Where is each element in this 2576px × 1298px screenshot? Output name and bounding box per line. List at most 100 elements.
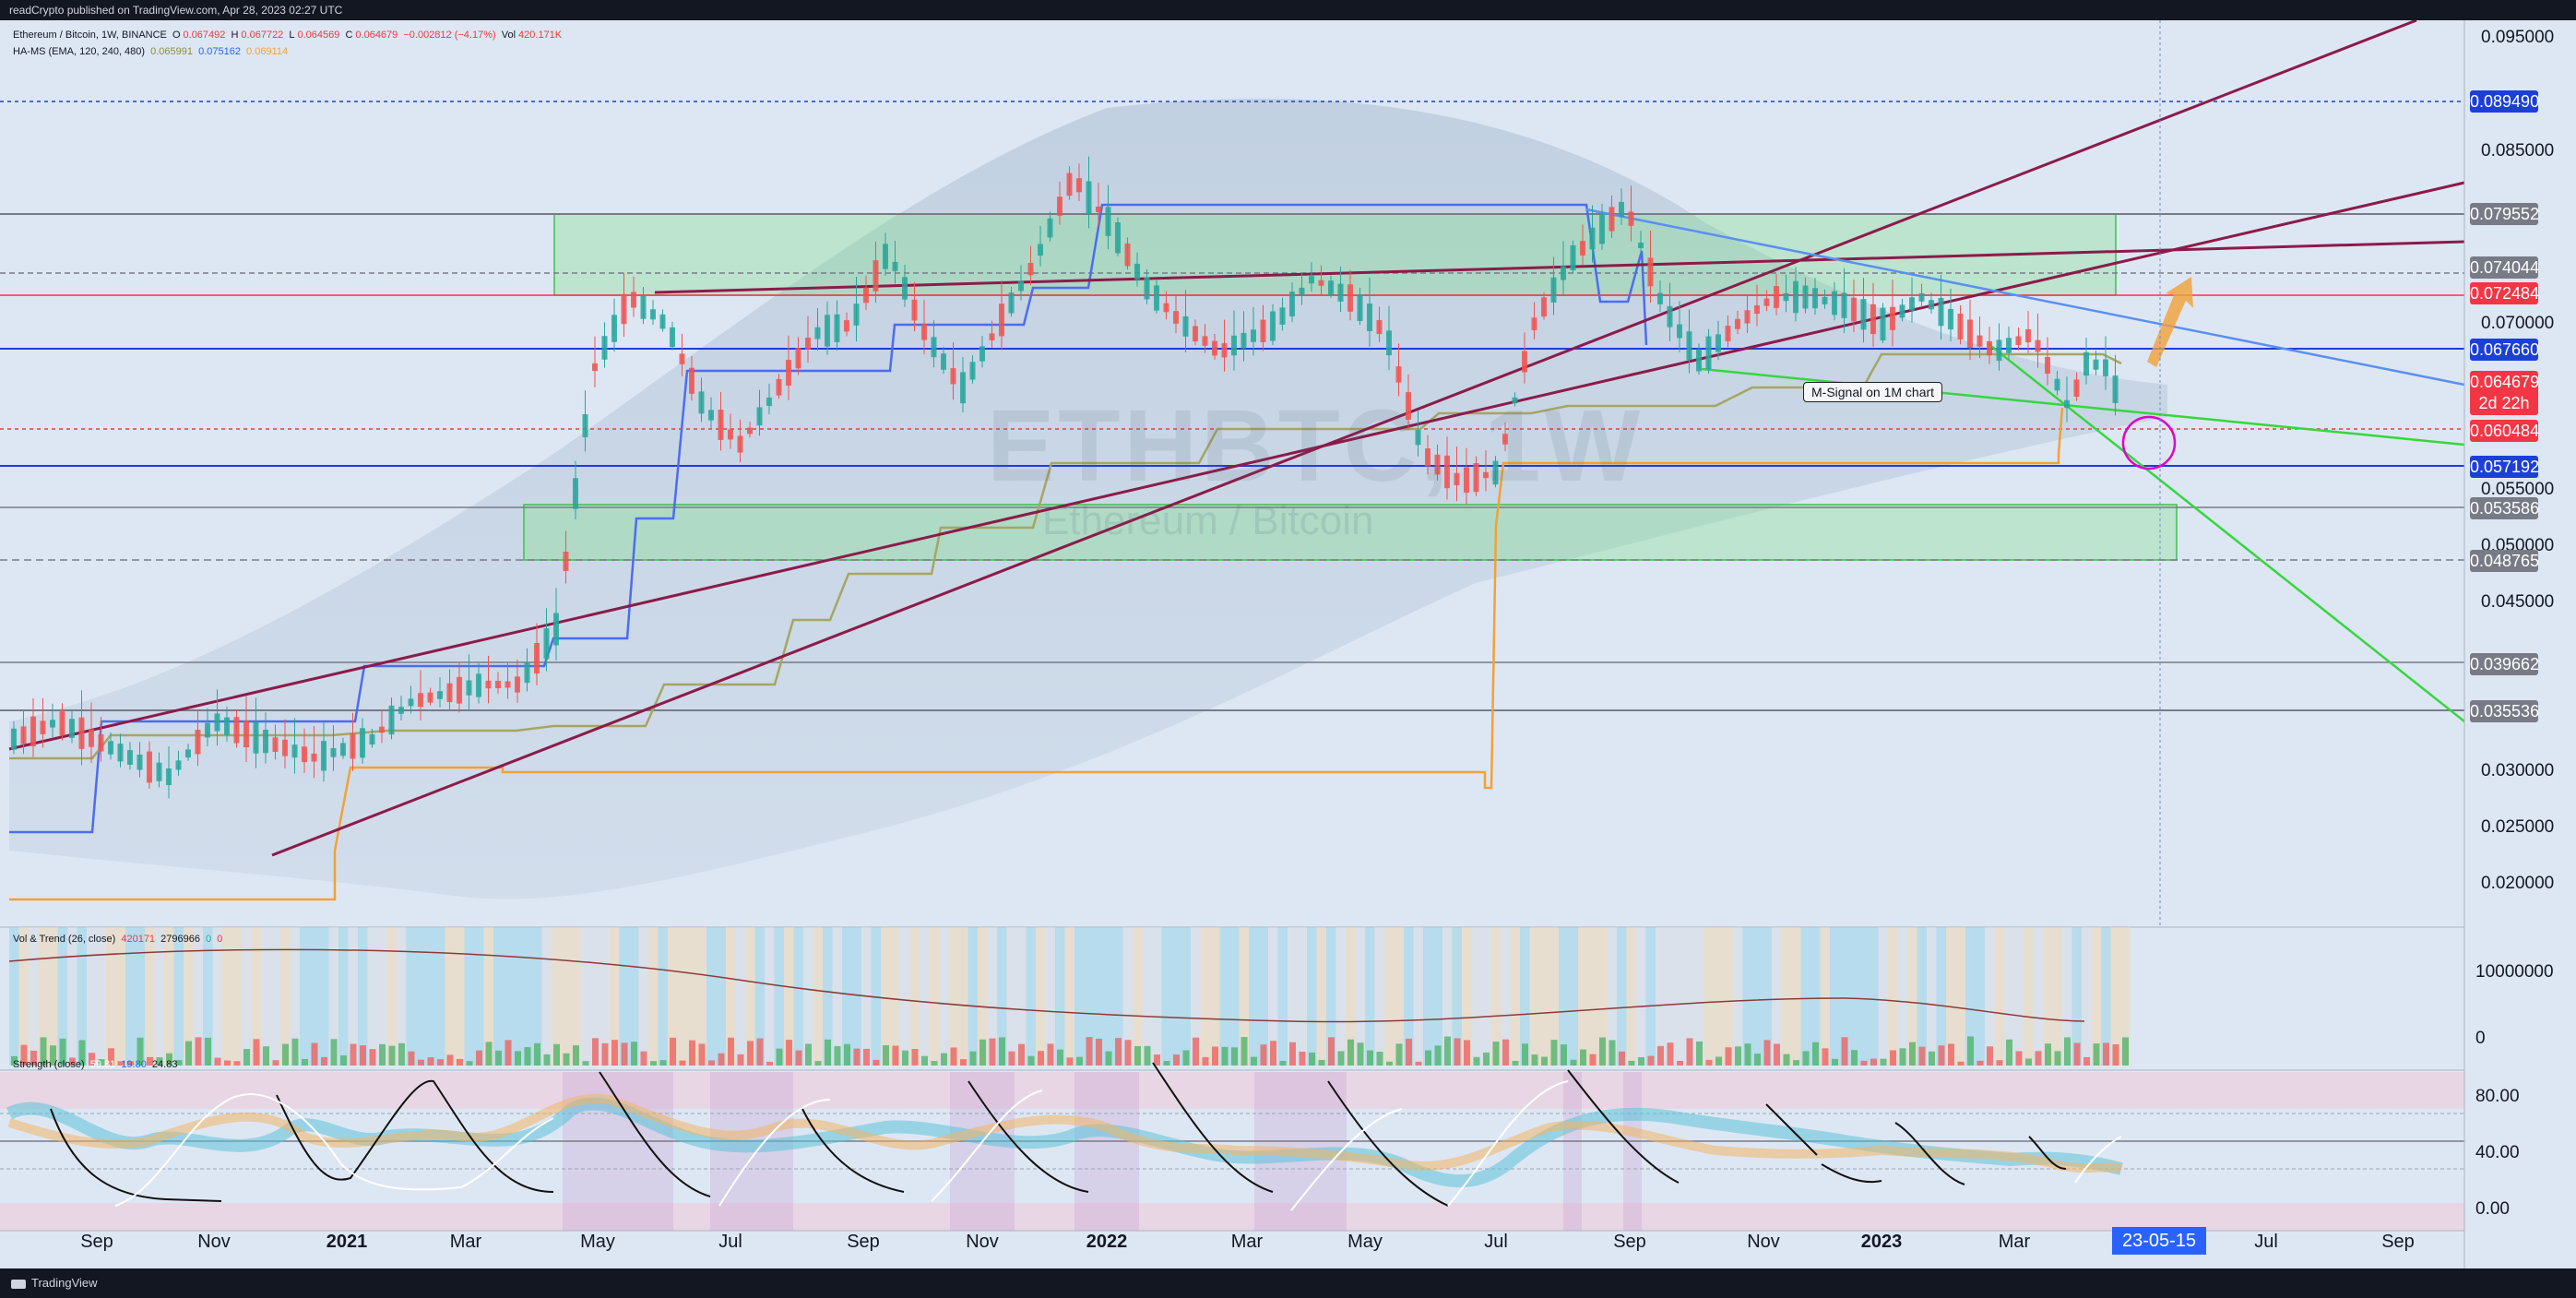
trend-band bbox=[513, 927, 523, 1066]
volume-bar bbox=[1531, 1054, 1538, 1066]
volume-bar bbox=[350, 1043, 357, 1066]
volume-bar bbox=[1047, 1043, 1054, 1066]
candle-body bbox=[253, 721, 259, 754]
m-signal-annotation[interactable]: M-Signal on 1M chart bbox=[1803, 382, 1943, 402]
trend-band bbox=[745, 927, 755, 1066]
volume-bar bbox=[1299, 1052, 1306, 1066]
price-box-level[interactable]: 0.035536 bbox=[2470, 700, 2540, 722]
trend-band bbox=[2024, 927, 2034, 1066]
candle-body bbox=[485, 680, 492, 689]
voltrend-legend[interactable]: Vol & Trend (26, close) 420171 2796966 0… bbox=[13, 934, 225, 945]
volume-bar bbox=[1948, 1043, 1954, 1066]
candle-body bbox=[1076, 178, 1082, 193]
candle-body bbox=[1038, 244, 1043, 256]
trend-band bbox=[1442, 927, 1453, 1066]
price-box-level[interactable]: 0.048765 bbox=[2470, 550, 2540, 572]
candle-body bbox=[1677, 324, 1682, 339]
low-label: L bbox=[289, 30, 295, 41]
candle-body bbox=[1144, 277, 1150, 300]
volume-bar bbox=[989, 1038, 996, 1066]
candle-body bbox=[59, 711, 65, 736]
last-price-box[interactable]: 0.064679 2d 22h bbox=[2470, 371, 2539, 415]
trend-band bbox=[1733, 927, 1743, 1066]
price-box-level[interactable]: 0.053586 bbox=[2470, 497, 2540, 519]
trend-band bbox=[154, 927, 164, 1066]
trend-band bbox=[1839, 927, 1849, 1066]
candle-body bbox=[1473, 463, 1479, 493]
brand-label[interactable]: TradingView bbox=[31, 1276, 98, 1290]
volume-bar bbox=[534, 1042, 540, 1066]
candle-body bbox=[195, 729, 201, 755]
candle-body bbox=[999, 304, 1004, 337]
volume-bar bbox=[78, 1040, 86, 1066]
trend-band bbox=[2101, 927, 2111, 1066]
strength-legend[interactable]: Strength (close) 59.81 19.80 24.83 bbox=[13, 1059, 180, 1070]
volume-bar bbox=[2083, 1056, 2090, 1066]
volume-bar bbox=[950, 1047, 957, 1066]
candle-body bbox=[446, 683, 453, 703]
trend-band bbox=[445, 927, 455, 1066]
candle-body bbox=[969, 362, 976, 380]
trend-band bbox=[1016, 927, 1027, 1066]
price-box-level[interactable]: 0.057192 bbox=[2470, 456, 2540, 478]
candle-body bbox=[582, 413, 588, 438]
trend-band bbox=[2082, 927, 2092, 1066]
volume-bar bbox=[1357, 1042, 1364, 1066]
candle-body bbox=[2035, 339, 2041, 352]
trend-band bbox=[658, 927, 668, 1066]
price-box-level[interactable]: 0.089490 bbox=[2470, 90, 2540, 113]
volume-bar bbox=[1561, 1044, 1567, 1066]
price-box-level[interactable]: 0.067660 bbox=[2470, 339, 2540, 361]
price-box-level[interactable]: 0.074044 bbox=[2470, 256, 2540, 279]
candle-body bbox=[921, 323, 927, 340]
volume-bar bbox=[650, 1061, 657, 1066]
hams-label: HA-MS (EMA, 120, 240, 480) bbox=[13, 46, 146, 57]
volume-bar bbox=[11, 1055, 18, 1066]
volume-bar bbox=[195, 1037, 202, 1066]
volume-bar bbox=[1589, 1054, 1597, 1066]
candle-body bbox=[379, 726, 385, 733]
trend-band bbox=[1858, 927, 1869, 1066]
trend-band bbox=[823, 927, 833, 1066]
candle-body bbox=[369, 733, 375, 745]
trend-band bbox=[1703, 927, 1714, 1066]
hams-legend[interactable]: HA-MS (EMA, 120, 240, 480) 0.065991 0.07… bbox=[13, 46, 291, 57]
volume-bar bbox=[2122, 1037, 2129, 1066]
strength-tick: 40.00 bbox=[2475, 1143, 2520, 1162]
trend-band bbox=[1752, 927, 1763, 1066]
price-box-level[interactable]: 0.079552 bbox=[2470, 203, 2540, 225]
candle-body bbox=[11, 728, 17, 750]
volume-bar bbox=[1038, 1051, 1044, 1066]
volume-bar bbox=[698, 1043, 706, 1066]
trend-band bbox=[2013, 927, 2024, 1066]
volume-bar bbox=[573, 1045, 579, 1066]
volume-bar bbox=[30, 1050, 37, 1066]
trend-band bbox=[920, 927, 930, 1066]
price-box-level[interactable]: 0.060484 bbox=[2470, 420, 2540, 442]
price-box-level[interactable]: 0.072484 bbox=[2470, 282, 2540, 304]
trend-band bbox=[1374, 927, 1384, 1066]
price-box-level[interactable]: 0.039662 bbox=[2470, 653, 2540, 675]
volume-bar bbox=[2064, 1037, 2071, 1066]
candle-body bbox=[1899, 304, 1905, 318]
trend-band bbox=[9, 927, 19, 1066]
trend-band bbox=[483, 927, 493, 1066]
price-chart[interactable] bbox=[0, 20, 2576, 1268]
volume-bar bbox=[263, 1046, 269, 1066]
volume-bar bbox=[756, 1038, 764, 1066]
time-tick: May bbox=[1347, 1232, 1383, 1252]
trend-band bbox=[1665, 927, 1675, 1066]
trend-band bbox=[173, 927, 184, 1066]
symbol-legend[interactable]: Ethereum / Bitcoin, 1W, BINANCE O 0.06749… bbox=[13, 30, 564, 41]
candle-body bbox=[679, 353, 685, 364]
trend-band bbox=[610, 927, 620, 1066]
volume-bar bbox=[1115, 1038, 1122, 1066]
supply-zone bbox=[553, 213, 2117, 296]
candle-body bbox=[883, 244, 888, 269]
projection-arrow bbox=[2147, 277, 2193, 367]
trend-band bbox=[687, 927, 697, 1066]
candle-body bbox=[1841, 292, 1847, 318]
time-tick: Sep bbox=[847, 1232, 880, 1252]
trend-band bbox=[1229, 927, 1240, 1066]
candle-body bbox=[1173, 311, 1179, 324]
